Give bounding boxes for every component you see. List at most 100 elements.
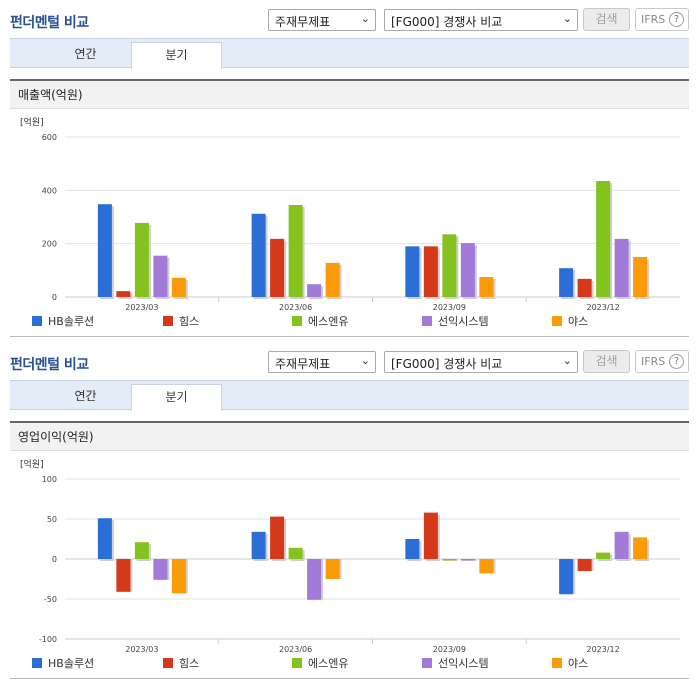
x-tick-label: 2023/03 [125, 303, 158, 312]
y-tick-label: -100 [39, 635, 57, 644]
bar[interactable] [614, 238, 629, 297]
chevron-down-icon: ⌄ [562, 12, 572, 25]
bar[interactable] [116, 291, 131, 297]
peer-group-select-value: [FG000] 경쟁사 비교 [391, 15, 503, 29]
ifrs-button[interactable]: IFRS? [635, 8, 689, 31]
chart-legend: HB솔루션 힘스 에스엔유 선익시스템 야스 [10, 313, 689, 329]
legend-swatch [422, 316, 432, 326]
sales-chart: [억원] 0 200 400 600 2023/03 2023/06 2023/09 2023/… [10, 112, 689, 312]
legend-item[interactable]: HB솔루션 [32, 313, 94, 329]
bar[interactable] [405, 246, 420, 297]
legend-swatch [292, 316, 302, 326]
legend-item[interactable]: 야스 [552, 313, 588, 329]
search-button[interactable]: 검색 [583, 8, 630, 31]
bar[interactable] [559, 559, 574, 595]
legend-item[interactable]: 에스엔유 [292, 655, 348, 671]
bar[interactable] [251, 531, 266, 559]
bar[interactable] [288, 205, 303, 297]
ifrs-button[interactable]: IFRS? [635, 350, 689, 373]
panel-title: 영업이익(억원) [10, 421, 689, 451]
legend-label: 힘스 [179, 315, 200, 328]
fundamental-section-operating-profit: 펀더멘털 비교 주재무제표 ⌄ [FG000] 경쟁사 비교 ⌄ 검색 IFRS? … [0, 342, 696, 684]
peer-group-select[interactable]: [FG000] 경쟁사 비교 ⌄ [384, 9, 578, 31]
statement-select-value: 주재무제표 [275, 15, 331, 29]
section-title: 펀더멘털 비교 [10, 357, 89, 373]
bar[interactable] [577, 559, 592, 571]
bar[interactable] [134, 542, 149, 559]
bar[interactable] [171, 559, 186, 594]
bar[interactable] [442, 234, 457, 297]
bar[interactable] [325, 559, 340, 579]
chevron-down-icon: ⌄ [562, 354, 572, 367]
peer-group-select-value: [FG000] 경쟁사 비교 [391, 357, 503, 371]
bar[interactable] [116, 559, 131, 592]
bar[interactable] [460, 243, 475, 297]
bar[interactable] [325, 262, 340, 297]
bar[interactable] [288, 547, 303, 559]
x-tick-label: 2023/03 [125, 645, 158, 654]
y-tick-label: 100 [42, 475, 57, 484]
legend-label: 에스엔유 [308, 657, 349, 670]
tab-annual[interactable]: 연간 [74, 47, 97, 61]
y-tick-label: 400 [42, 186, 57, 195]
legend-swatch [32, 658, 42, 668]
tab-annual[interactable]: 연간 [74, 389, 97, 403]
bar[interactable] [153, 255, 168, 297]
tab-quarterly[interactable]: 분기 [131, 384, 222, 411]
legend-swatch [292, 658, 302, 668]
period-tabs: 연간 분기 [10, 380, 689, 411]
tab-quarterly[interactable]: 분기 [131, 42, 222, 69]
bar[interactable] [633, 537, 648, 559]
legend-swatch [32, 316, 42, 326]
legend-item[interactable]: 야스 [552, 655, 588, 671]
legend-label: 에스엔유 [308, 315, 349, 328]
bar[interactable] [153, 559, 168, 580]
bar[interactable] [577, 278, 592, 297]
bar[interactable] [251, 213, 266, 297]
bar[interactable] [460, 559, 475, 561]
bar[interactable] [479, 277, 494, 297]
bar[interactable] [423, 512, 438, 559]
legend-label: HB솔루션 [48, 657, 95, 670]
legend-label: 야스 [568, 657, 589, 670]
chevron-down-icon: ⌄ [360, 354, 370, 367]
operating-profit-chart: [억원] -100 -50 0 50 100 2023/03 2023/06 2023/09 20… [10, 454, 689, 654]
search-button[interactable]: 검색 [583, 350, 630, 373]
bar[interactable] [596, 181, 611, 297]
legend-item[interactable]: 힘스 [163, 313, 199, 329]
bar[interactable] [442, 559, 457, 561]
bar[interactable] [270, 238, 285, 297]
bar[interactable] [596, 552, 611, 559]
bar[interactable] [479, 559, 494, 574]
legend-item[interactable]: 힘스 [163, 655, 199, 671]
bar[interactable] [97, 518, 112, 559]
y-tick-label: 200 [42, 240, 57, 249]
x-tick-label: 2023/09 [433, 303, 466, 312]
ifrs-label: IFRS [641, 355, 666, 368]
bar[interactable] [423, 246, 438, 297]
bar[interactable] [134, 222, 149, 297]
fundamental-section-sales: 펀더멘털 비교 주재무제표 ⌄ [FG000] 경쟁사 비교 ⌄ 검색 IFRS? … [10, 8, 689, 337]
ifrs-label: IFRS [641, 13, 666, 26]
bar[interactable] [405, 539, 420, 559]
bar[interactable] [307, 284, 322, 297]
legend-label: HB솔루션 [48, 315, 95, 328]
statement-select[interactable]: 주재무제표 ⌄ [268, 351, 376, 373]
peer-group-select[interactable]: [FG000] 경쟁사 비교 ⌄ [384, 351, 578, 373]
unit-label: [억원] [20, 458, 44, 470]
legend-item[interactable]: 선익시스템 [422, 655, 489, 671]
help-icon[interactable]: ? [669, 354, 684, 369]
bar[interactable] [559, 268, 574, 297]
bar[interactable] [97, 204, 112, 297]
bar[interactable] [307, 559, 322, 600]
bar[interactable] [171, 277, 186, 297]
bar[interactable] [633, 257, 648, 297]
legend-item[interactable]: HB솔루션 [32, 655, 94, 671]
bar[interactable] [614, 531, 629, 559]
legend-item[interactable]: 선익시스템 [422, 313, 489, 329]
legend-item[interactable]: 에스엔유 [292, 313, 348, 329]
statement-select[interactable]: 주재무제표 ⌄ [268, 9, 376, 31]
help-icon[interactable]: ? [669, 12, 684, 27]
y-tick-label: 50 [47, 515, 57, 524]
bar[interactable] [270, 516, 285, 559]
